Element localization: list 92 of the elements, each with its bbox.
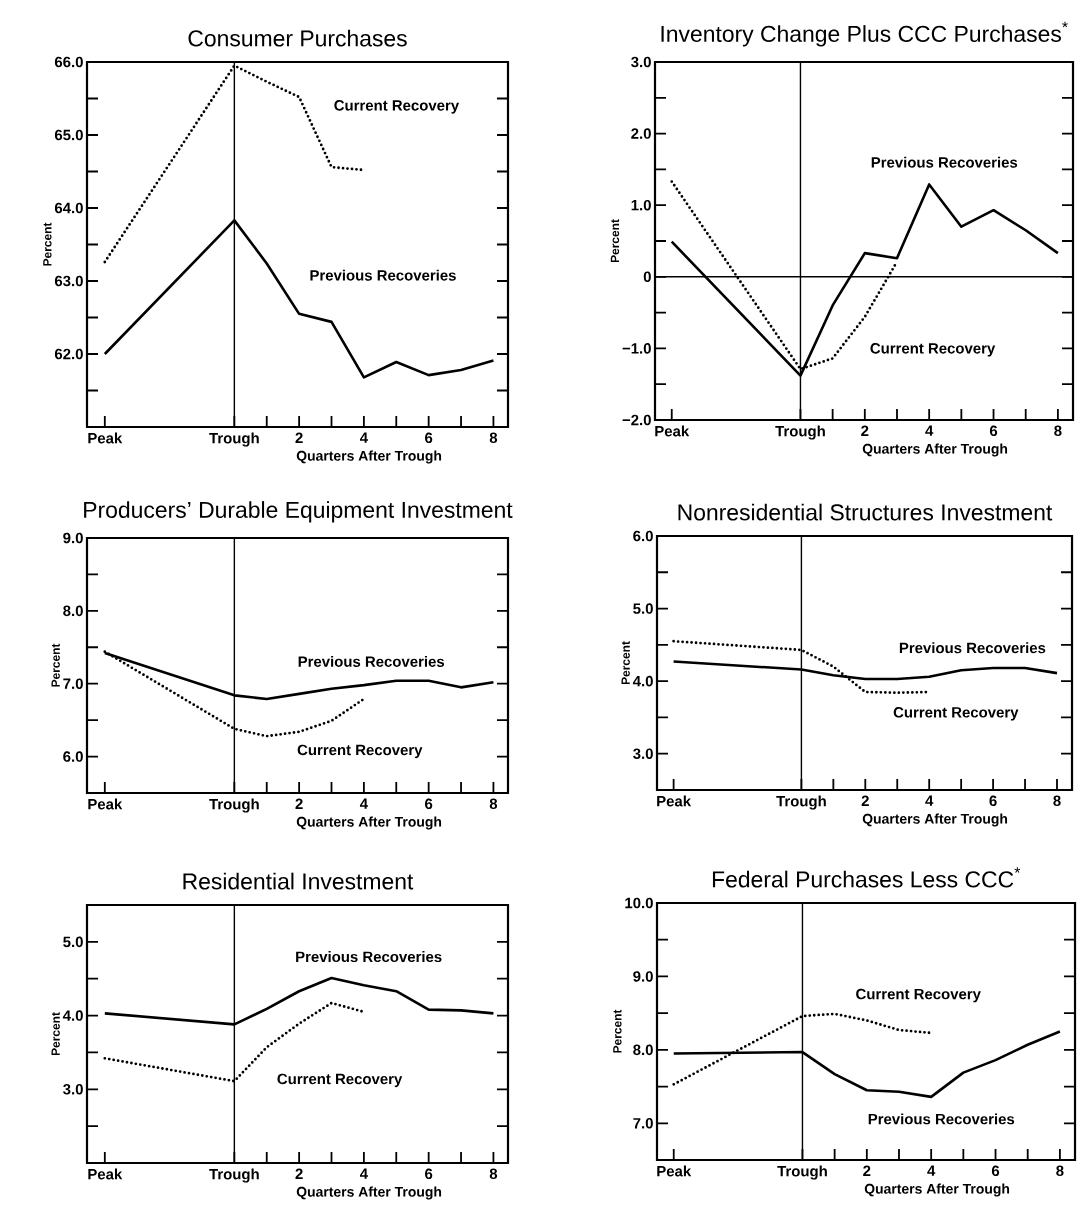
y-axis-title: Percent	[613, 1009, 622, 1053]
x-tick-label: Peak	[655, 425, 690, 437]
y-tick-label: 64.0	[54, 202, 83, 214]
y-axis-title: Percent	[51, 1012, 60, 1056]
x-tick-label: 4	[927, 1165, 936, 1176]
series-label: Current Recovery	[297, 744, 423, 759]
x-tick-label: 2	[861, 425, 869, 436]
y-tick-label: −1.0	[622, 343, 651, 354]
x-tick-label: Peak	[88, 432, 123, 444]
y-tick-label: 3.0	[631, 56, 651, 68]
y-tick-label: 10.0	[625, 897, 653, 909]
x-tick-label: Peak	[88, 1168, 123, 1180]
x-axis-title: Quarters After Trough	[296, 450, 442, 464]
y-axis-title: Percent	[610, 219, 620, 263]
x-tick-label: Trough	[209, 432, 259, 447]
y-tick-label: 7.0	[63, 678, 83, 689]
x-tick-label: Trough	[209, 1168, 259, 1183]
y-tick-label: 0	[643, 271, 651, 283]
y-tick-label: 2.0	[631, 128, 651, 139]
series-label: Previous Recoveries	[296, 951, 442, 963]
y-tick-label: 65.0	[54, 129, 83, 141]
y-axis-title: Percent	[51, 643, 60, 687]
chart-title: Nonresidential Structures Investment	[678, 503, 1053, 521]
x-tick-label: 8	[1056, 1165, 1064, 1177]
series-label: Current Recovery	[856, 988, 981, 1003]
x-tick-label: 2	[295, 1168, 303, 1179]
x-tick-label: Trough	[776, 795, 826, 810]
x-tick-label: 4	[359, 432, 368, 443]
x-tick-label: 8	[1054, 425, 1062, 437]
y-tick-label: 9.0	[63, 532, 83, 544]
x-axis-title: Quarters After Trough	[862, 813, 1008, 827]
x-tick-label: 8	[489, 432, 498, 444]
y-tick-label: 5.0	[63, 936, 83, 948]
x-tick-label: 6	[425, 432, 433, 444]
series-label: Current Recovery	[277, 1073, 403, 1088]
x-tick-label: Peak	[88, 798, 123, 810]
y-tick-label: 9.0	[633, 971, 653, 982]
x-tick-label: 8	[489, 1168, 498, 1180]
x-tick-label: 8	[489, 798, 498, 810]
x-axis-title: Quarters After Trough	[296, 1186, 442, 1200]
chart-title: Residential Investment	[183, 872, 414, 890]
y-axis-title: Percent	[43, 222, 52, 266]
x-tick-label: 6	[991, 1165, 1000, 1177]
series-label: Previous Recoveries	[298, 655, 445, 667]
chart-title: Consumer Purchases	[188, 29, 407, 47]
y-tick-label: 6.0	[633, 530, 653, 542]
series-label: Previous Recoveries	[871, 156, 1018, 168]
x-tick-label: 4	[359, 1168, 368, 1179]
chart-title: Federal Purchases Less CCC$^{*}$	[712, 867, 1021, 888]
series-label: Previous Recoveries	[868, 1113, 1015, 1125]
x-tick-label: 6	[989, 425, 998, 437]
y-axis-title: Percent	[621, 641, 630, 685]
y-tick-label: 6.0	[63, 751, 83, 762]
series-label: Current Recovery	[870, 343, 996, 357]
series-label: Current Recovery	[334, 100, 460, 114]
chart-title: Producers’ Durable Equipment Investment	[84, 501, 513, 523]
y-tick-label: 8.0	[633, 1044, 653, 1056]
x-tick-label: Trough	[775, 425, 825, 440]
x-tick-label: 4	[925, 795, 934, 806]
y-tick-label: 66.0	[54, 56, 83, 68]
y-tick-label: 4.0	[62, 1010, 83, 1021]
x-tick-label: Peak	[657, 795, 692, 807]
x-tick-label: Peak	[657, 1165, 692, 1177]
y-tick-label: 63.0	[54, 275, 83, 287]
x-tick-label: 4	[925, 425, 934, 436]
y-tick-label: −2.0	[622, 414, 651, 426]
y-tick-label: 1.0	[631, 199, 651, 211]
x-tick-label: 8	[1053, 795, 1061, 807]
x-tick-label: 2	[295, 798, 303, 809]
y-tick-label: 3.0	[63, 1083, 83, 1095]
y-tick-label: 3.0	[633, 748, 653, 760]
y-tick-label: 62.0	[54, 348, 83, 360]
x-tick-label: 6	[989, 795, 997, 807]
x-axis-title: Quarters After Trough	[862, 443, 1008, 457]
x-tick-label: Trough	[777, 1165, 827, 1180]
x-axis-title: Quarters After Trough	[864, 1183, 1010, 1197]
y-tick-label: 4.0	[632, 675, 653, 687]
x-tick-label: 2	[861, 795, 869, 806]
series-label: Current Recovery	[893, 707, 1019, 721]
x-tick-label: 2	[295, 432, 303, 443]
y-tick-label: 7.0	[633, 1117, 653, 1129]
x-tick-label: 2	[863, 1165, 871, 1176]
chart-title: Inventory Change Plus CCC Purchases$^{*}$	[661, 21, 1068, 47]
x-tick-label: Trough	[209, 798, 259, 813]
x-axis-title: Quarters After Trough	[296, 816, 442, 830]
x-tick-label: 6	[425, 798, 433, 810]
x-tick-label: 4	[359, 798, 368, 809]
y-tick-label: 8.0	[63, 605, 83, 617]
x-tick-label: 6	[425, 1168, 433, 1180]
series-label: Previous Recoveries	[310, 269, 456, 281]
y-tick-label: 5.0	[633, 603, 653, 614]
legend-label: Previous Recoveries	[899, 642, 1046, 654]
